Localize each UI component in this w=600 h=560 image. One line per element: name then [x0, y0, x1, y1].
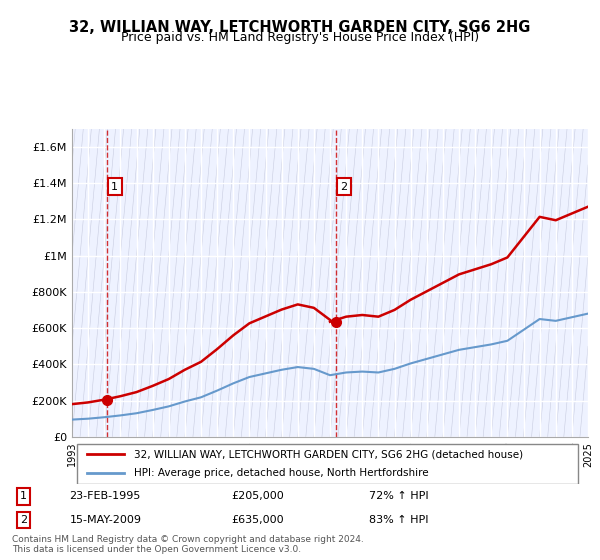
Text: Contains HM Land Registry data © Crown copyright and database right 2024.
This d: Contains HM Land Registry data © Crown c…	[12, 535, 364, 554]
Text: 2: 2	[20, 515, 27, 525]
Text: 15-MAY-2009: 15-MAY-2009	[70, 515, 142, 525]
Text: 1: 1	[20, 492, 27, 501]
Text: £635,000: £635,000	[231, 515, 284, 525]
Text: 32, WILLIAN WAY, LETCHWORTH GARDEN CITY, SG6 2HG (detached house): 32, WILLIAN WAY, LETCHWORTH GARDEN CITY,…	[134, 449, 523, 459]
Text: Price paid vs. HM Land Registry's House Price Index (HPI): Price paid vs. HM Land Registry's House …	[121, 31, 479, 44]
Text: 2: 2	[340, 182, 347, 192]
FancyBboxPatch shape	[77, 444, 578, 483]
Text: 1: 1	[111, 182, 118, 192]
Text: HPI: Average price, detached house, North Hertfordshire: HPI: Average price, detached house, Nort…	[134, 468, 428, 478]
Text: £205,000: £205,000	[231, 492, 284, 501]
Text: 72% ↑ HPI: 72% ↑ HPI	[369, 492, 429, 501]
Text: 23-FEB-1995: 23-FEB-1995	[70, 492, 141, 501]
Text: 83% ↑ HPI: 83% ↑ HPI	[369, 515, 428, 525]
Text: 32, WILLIAN WAY, LETCHWORTH GARDEN CITY, SG6 2HG: 32, WILLIAN WAY, LETCHWORTH GARDEN CITY,…	[70, 20, 530, 35]
